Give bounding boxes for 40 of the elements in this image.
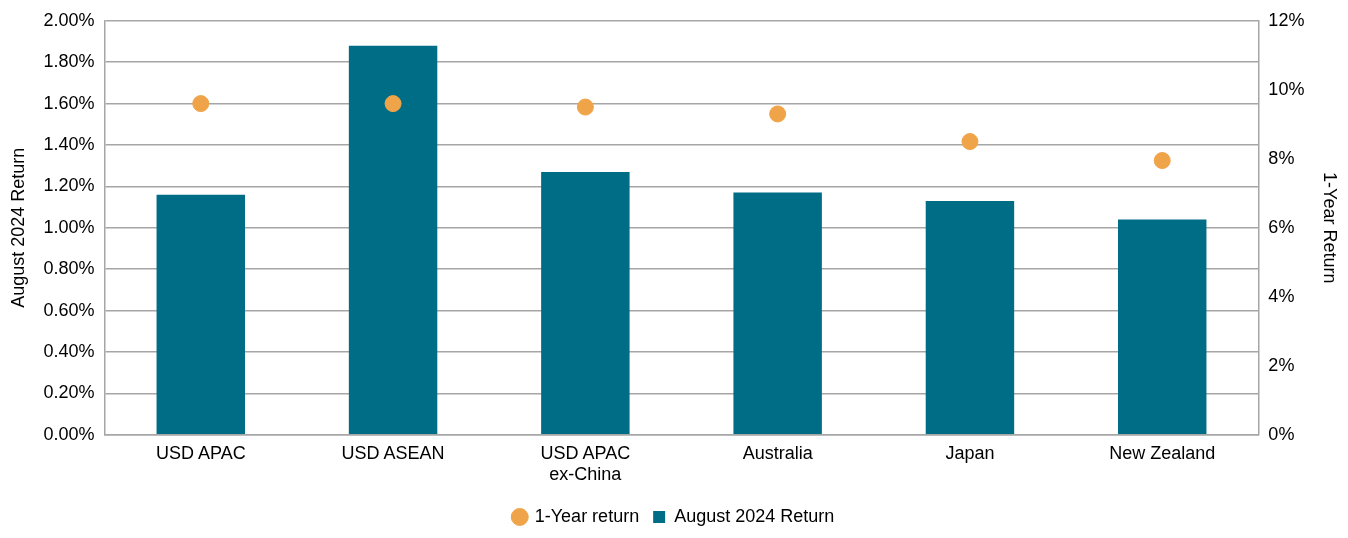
y2-axis-title: 1-Year Return xyxy=(1320,172,1341,284)
point xyxy=(769,105,787,123)
bar xyxy=(733,192,822,435)
y2-tick-label: 0% xyxy=(1268,423,1295,444)
bar xyxy=(925,200,1015,435)
y2-tick-label: 12% xyxy=(1268,9,1305,30)
y2-tick-label: 4% xyxy=(1268,285,1295,306)
y2-tick-label: 10% xyxy=(1268,78,1305,99)
y-tick-label: 0.00% xyxy=(43,423,95,444)
bar xyxy=(1118,219,1207,435)
y-tick-label: 1.00% xyxy=(43,216,95,237)
y-tick-label: 0.20% xyxy=(43,382,95,403)
y-tick-label: 1.60% xyxy=(43,92,95,113)
y2-tick-label: 8% xyxy=(1268,147,1295,168)
y-tick-label: 0.80% xyxy=(43,258,95,279)
x-tick-label: New Zealand xyxy=(1109,442,1216,463)
x-tick-label: USD APAC xyxy=(155,442,246,463)
point xyxy=(576,98,594,116)
y-tick-label: 0.40% xyxy=(43,340,95,361)
y-tick-label: 1.20% xyxy=(43,175,95,196)
point xyxy=(961,133,979,151)
bar xyxy=(156,194,246,435)
legend-label: 1-Year return xyxy=(534,505,640,526)
bar xyxy=(348,45,438,435)
x-tick-label: Japan xyxy=(945,442,995,463)
y-tick-label: 2.00% xyxy=(43,9,95,30)
y2-tick-label: 6% xyxy=(1268,216,1295,237)
y-tick-label: 0.60% xyxy=(43,299,95,320)
y-tick-label: 1.80% xyxy=(43,51,95,72)
y2-tick-label: 2% xyxy=(1268,354,1295,375)
legend-label: August 2024 Return xyxy=(674,505,835,526)
point xyxy=(1153,152,1171,170)
y-axis-title: August 2024 Return xyxy=(7,147,28,308)
point xyxy=(192,95,210,113)
bar xyxy=(541,171,630,435)
x-tick-label: USD APAC ex-China xyxy=(540,442,631,485)
y-tick-label: 1.40% xyxy=(43,133,95,154)
x-tick-label: Australia xyxy=(742,442,814,463)
point xyxy=(384,95,402,113)
x-tick-label: USD ASEAN xyxy=(341,442,445,463)
